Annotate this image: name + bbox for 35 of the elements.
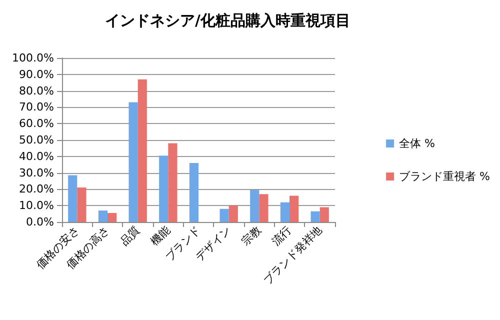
y-tick-label: 0.0%: [26, 216, 54, 228]
y-tick-label: 60.0%: [19, 117, 54, 130]
bar: [159, 156, 168, 222]
y-tick-label: 10.0%: [19, 199, 54, 212]
bar: [259, 194, 268, 222]
bar: [98, 210, 108, 222]
bar: [138, 79, 147, 222]
bar: [68, 175, 78, 222]
x-tick-label: 流行: [269, 223, 294, 248]
y-tick-label: 40.0%: [19, 150, 54, 163]
bar: [320, 207, 329, 222]
bar: [220, 208, 229, 222]
legend-label: 全体 %: [399, 137, 436, 150]
y-tick-label: 100.0%: [12, 52, 54, 64]
bar: [250, 190, 260, 222]
bar: [280, 202, 290, 222]
legend-label: ブランド重視者 %: [399, 170, 490, 183]
chart-title: インドネシア/化粧品購入時重視項目: [105, 12, 350, 30]
bar: [228, 206, 238, 222]
x-tick-label: 品質: [118, 223, 142, 248]
bar: [108, 212, 117, 222]
x-tick-label: 宗教: [239, 223, 264, 248]
bar: [290, 196, 299, 222]
y-tick-label: 50.0%: [19, 134, 54, 146]
bar: [168, 143, 178, 222]
y-tick-label: 90.0%: [19, 68, 54, 81]
bar: [77, 188, 86, 222]
bar: [128, 102, 138, 222]
y-tick-label: 70.0%: [19, 100, 54, 114]
y-tick-label: 30.0%: [19, 166, 54, 180]
bar: [189, 162, 198, 222]
bar: [310, 211, 320, 222]
y-tick-label: 80.0%: [19, 84, 54, 98]
x-tick-label: 機能: [148, 223, 173, 248]
y-tick-label: 20.0%: [19, 182, 54, 196]
